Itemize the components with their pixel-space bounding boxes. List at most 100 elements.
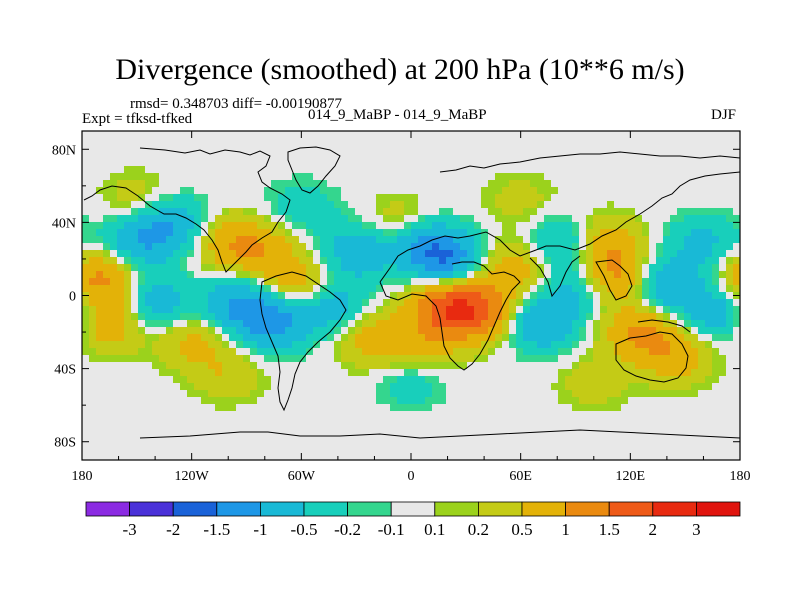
field-cell (698, 222, 706, 230)
field-cell (614, 201, 622, 209)
field-cell (187, 285, 195, 293)
field-cell (208, 152, 216, 160)
field-cell (208, 243, 216, 251)
field-cell (341, 453, 349, 460)
field-cell (432, 229, 440, 237)
field-cell (649, 390, 657, 398)
field-cell (327, 208, 335, 216)
field-cell (173, 208, 181, 216)
field-cell (558, 138, 566, 146)
field-cell (439, 187, 447, 195)
field-cell (327, 397, 335, 405)
field-cell (565, 411, 573, 419)
field-cell (446, 320, 454, 328)
field-cell (614, 355, 622, 363)
field-cell (537, 411, 545, 419)
field-cell (96, 250, 104, 258)
field-cell (180, 201, 188, 209)
field-cell (719, 355, 727, 363)
field-cell (187, 348, 195, 356)
field-cell (355, 299, 363, 307)
field-cell (481, 187, 489, 195)
field-cell (166, 222, 174, 230)
field-cell (593, 348, 601, 356)
field-cell (320, 376, 328, 384)
field-cell (593, 264, 601, 272)
field-cell (264, 299, 272, 307)
field-cell (166, 327, 174, 335)
field-cell (719, 194, 727, 202)
field-cell (243, 362, 251, 370)
field-cell (117, 334, 125, 342)
field-cell (208, 397, 216, 405)
field-cell (376, 194, 384, 202)
field-cell (509, 222, 517, 230)
field-cell (705, 208, 713, 216)
field-cell (159, 313, 167, 321)
field-cell (698, 334, 706, 342)
field-cell (656, 222, 664, 230)
field-cell (607, 131, 615, 139)
field-cell (355, 131, 363, 139)
field-cell (642, 166, 650, 174)
field-cell (656, 159, 664, 167)
field-cell (355, 278, 363, 286)
field-cell (194, 131, 202, 139)
field-cell (110, 152, 118, 160)
field-cell (649, 306, 657, 314)
field-cell (145, 313, 153, 321)
field-cell (201, 208, 209, 216)
field-cell (110, 250, 118, 258)
field-cell (222, 411, 230, 419)
field-cell (264, 194, 272, 202)
field-cell (355, 201, 363, 209)
field-cell (383, 180, 391, 188)
field-cell (495, 397, 503, 405)
field-cell (635, 131, 643, 139)
field-cell (257, 362, 265, 370)
field-cell (516, 341, 524, 349)
field-cell (250, 432, 258, 440)
field-cell (726, 299, 734, 307)
field-cell (600, 166, 608, 174)
field-cell (152, 334, 160, 342)
field-cell (607, 376, 615, 384)
field-cell (103, 362, 111, 370)
field-cell (180, 271, 188, 279)
field-cell (642, 446, 650, 454)
field-cell (733, 180, 740, 188)
field-cell (236, 397, 244, 405)
field-cell (180, 397, 188, 405)
field-cell (145, 425, 153, 433)
field-cell (558, 292, 566, 300)
field-cell (250, 334, 258, 342)
field-cell (698, 250, 706, 258)
field-cell (726, 187, 734, 195)
field-cell (516, 243, 524, 251)
field-cell (502, 285, 510, 293)
field-cell (166, 306, 174, 314)
field-cell (502, 215, 510, 223)
field-cell (572, 264, 580, 272)
field-cell (649, 208, 657, 216)
field-cell (334, 320, 342, 328)
field-cell (635, 229, 643, 237)
field-cell (698, 194, 706, 202)
field-cell (684, 446, 692, 454)
field-cell (383, 404, 391, 412)
field-cell (215, 453, 223, 460)
field-cell (663, 285, 671, 293)
field-cell (572, 355, 580, 363)
field-cell (82, 271, 90, 279)
field-cell (159, 145, 167, 153)
field-cell (215, 236, 223, 244)
field-cell (635, 348, 643, 356)
field-cell (712, 187, 720, 195)
field-cell (586, 334, 594, 342)
field-cell (166, 159, 174, 167)
field-cell (131, 285, 139, 293)
field-cell (397, 257, 405, 265)
field-cell (516, 145, 524, 153)
field-cell (390, 397, 398, 405)
field-cell (236, 236, 244, 244)
